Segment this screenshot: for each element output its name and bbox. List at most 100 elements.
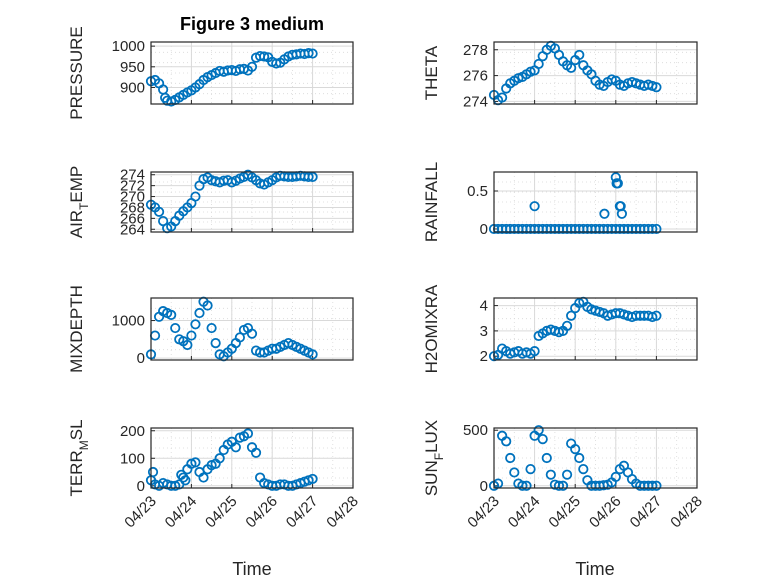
data-point	[553, 480, 565, 491]
panel-mixdepth: 1000 0 MIXDEPTH	[67, 285, 354, 373]
xlabel-right: Time	[575, 559, 614, 579]
ylabel: THETA	[422, 45, 441, 100]
ytick-label: 0.5	[467, 183, 488, 200]
data-point	[234, 332, 245, 343]
ytick-label: 270	[120, 189, 145, 206]
panel-rainfall: 0.5 0 RAINFALL	[422, 162, 698, 242]
ytick-label: 4	[480, 298, 488, 315]
ytick-label: 0	[137, 350, 145, 367]
data-point	[206, 322, 217, 334]
data-point	[651, 223, 662, 235]
ylabel-main: TERR	[67, 450, 86, 496]
ytick-label: 0	[137, 478, 145, 495]
ytick-label: 1000	[112, 38, 145, 55]
ytick-label: 0	[480, 478, 488, 495]
panel-h2omixra: 4 3 2 H2OMIXRA	[422, 284, 698, 373]
ylabel-tail: EMP	[67, 166, 86, 203]
data-point	[246, 328, 258, 339]
ytick-label: 278	[463, 42, 488, 59]
panel-theta: 278 276 274 THETA	[422, 40, 698, 110]
data-point	[194, 307, 205, 319]
figure-title: Figure 3 medium	[180, 14, 324, 34]
ytick-label: 950	[120, 59, 145, 76]
data-point	[647, 223, 658, 235]
ylabel-main: AIR	[67, 210, 86, 238]
data-point	[529, 201, 540, 212]
ytick-label: 276	[463, 68, 488, 85]
data-point	[246, 61, 258, 72]
data-point	[170, 322, 181, 334]
data-point	[541, 452, 552, 464]
data-point	[616, 208, 627, 219]
data-point	[651, 310, 662, 321]
axes-frame	[150, 171, 354, 233]
data-point	[190, 191, 201, 202]
data-point	[566, 62, 577, 73]
data-point	[505, 452, 516, 464]
ylabel: H2OMIXRA	[422, 284, 441, 373]
data-point	[307, 48, 318, 59]
data-point	[202, 300, 213, 311]
ytick-label: 266	[120, 210, 145, 227]
data-point	[574, 49, 585, 61]
data-point	[153, 206, 165, 217]
axes-frame	[150, 297, 354, 361]
ylabel: RAINFALL	[422, 162, 441, 242]
data-point	[214, 453, 225, 464]
ylabel: AIRTEMP	[67, 166, 91, 239]
data-point	[147, 466, 159, 478]
data-point	[307, 349, 318, 360]
data-point	[198, 472, 209, 483]
ylabel-subscript: F	[432, 453, 446, 460]
ytick-label: 900	[120, 79, 145, 96]
axes-frame	[493, 171, 698, 233]
axes-frame	[150, 427, 354, 489]
data-point	[529, 346, 540, 357]
data-point	[180, 475, 191, 486]
ytick-label: 274	[120, 167, 145, 184]
ytick-label: 500	[463, 422, 488, 439]
data-point	[612, 178, 623, 189]
data-point	[303, 48, 314, 59]
data-point	[186, 330, 197, 341]
data-point	[578, 464, 589, 475]
ylabel-main: SUN	[422, 460, 441, 496]
data-point	[574, 452, 585, 464]
data-point	[190, 457, 201, 468]
data-point	[307, 473, 318, 485]
ylabel: MIXDEPTH	[67, 285, 86, 373]
data-point	[647, 480, 658, 491]
data-point	[250, 447, 262, 458]
data-point	[303, 171, 314, 183]
data-point	[497, 92, 508, 103]
data-point	[190, 319, 201, 330]
ytick-label: 264	[120, 221, 145, 238]
data-point	[501, 436, 512, 447]
data-point	[509, 467, 520, 478]
data-point	[210, 337, 221, 349]
data-point	[521, 480, 532, 491]
data-point	[566, 310, 577, 321]
data-point	[537, 434, 548, 445]
data-point	[259, 51, 270, 62]
axes-frame	[493, 427, 698, 489]
ytick-label: 3	[480, 323, 488, 340]
panel-pressure: 1000 950 900 PRESSURE	[67, 26, 354, 120]
data-point	[561, 320, 573, 331]
data-point	[610, 172, 621, 183]
ylabel: PRESSURE	[67, 26, 86, 120]
data-point	[533, 425, 544, 436]
axes-frame	[493, 297, 698, 361]
data-point	[525, 464, 536, 475]
ytick-label: 0	[480, 221, 488, 238]
ylabel-subscript: M	[77, 440, 91, 450]
axes-frame	[493, 41, 698, 105]
ylabel-subscript: T	[77, 202, 91, 210]
ylabel: TERRMSL	[67, 419, 91, 496]
ytick-label: 1000	[112, 313, 145, 330]
axes-frame	[150, 41, 354, 105]
ytick-label: 274	[463, 93, 488, 110]
ytick-label: 268	[120, 199, 145, 216]
